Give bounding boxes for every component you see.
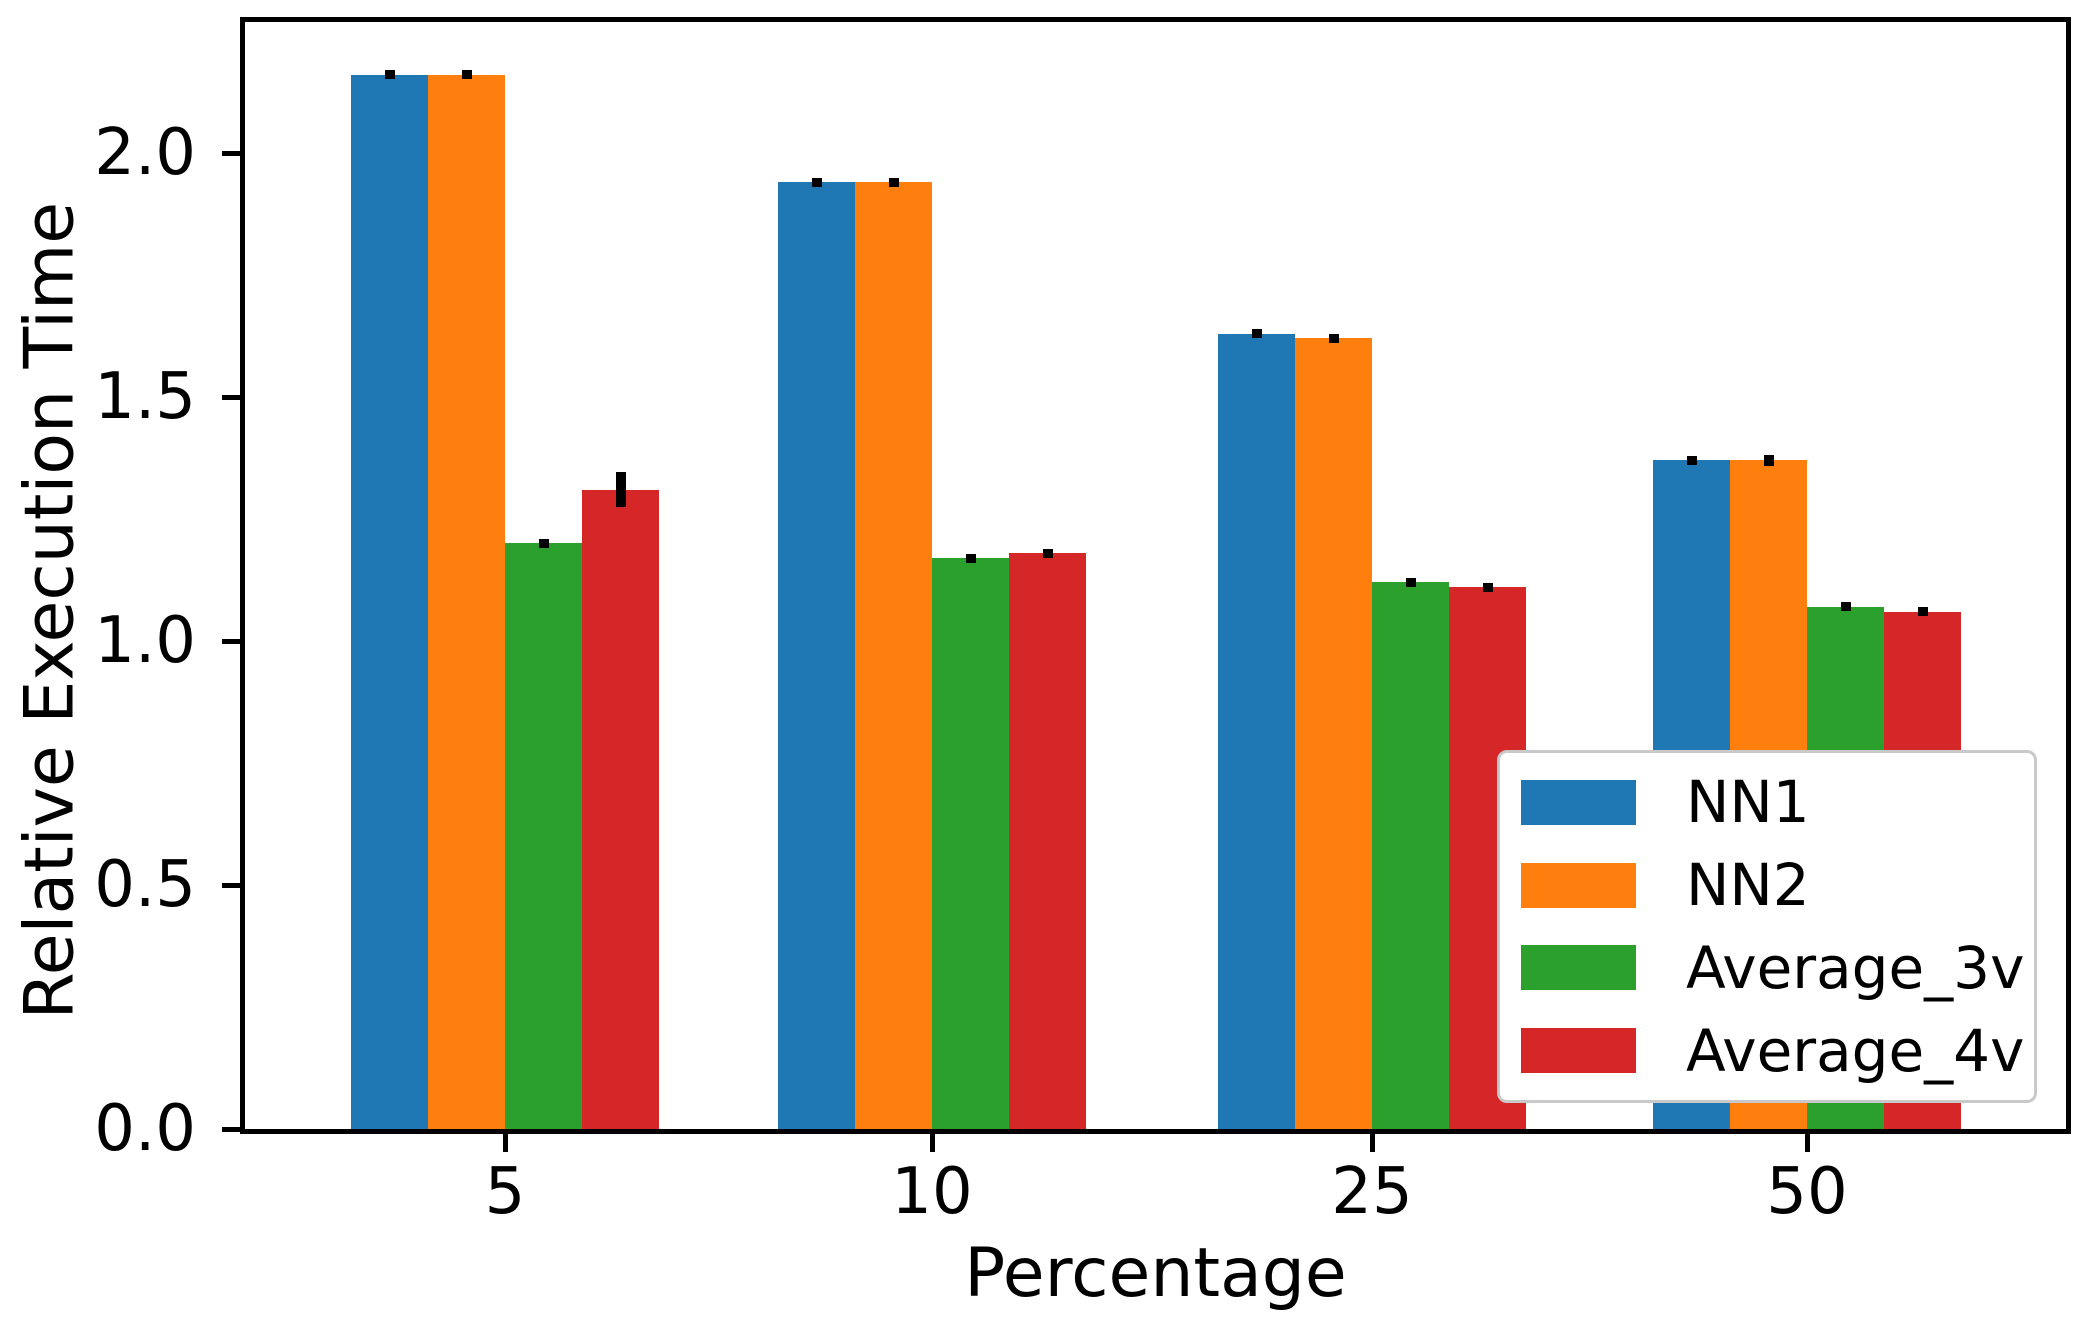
x-tick-mark [503,1134,508,1152]
legend-item-Average_3v: Average_3v [1521,928,2034,1008]
bar-NN1-5 [351,74,428,1129]
y-tick-mark [222,1127,240,1132]
y-tick-mark [222,639,240,644]
error-bar-NN2-50 [1763,454,1774,467]
legend-item-NN1: NN1 [1521,762,2034,842]
legend-label: NN1 [1686,768,1810,837]
bar-Average_3v-5 [505,543,582,1129]
legend-swatch-NN2 [1521,862,1636,908]
legend-swatch-Average_4v [1521,1028,1636,1074]
bar-Average_3v-25 [1372,582,1449,1129]
error-bar-Average_3v-25 [1405,577,1416,587]
error-bar-NN2-25 [1328,333,1339,344]
error-bar-Average_4v-5 [615,472,626,508]
y-tick-label: 1.0 [94,604,196,678]
x-tick-mark [1370,1134,1375,1152]
bar-NN2-5 [428,74,505,1129]
bar-Average_3v-10 [932,558,1009,1129]
error-bar-Average_3v-5 [538,538,549,548]
y-tick-mark [222,883,240,888]
error-bar-NN2-10 [888,177,899,187]
bar-NN2-10 [855,182,932,1129]
bar-NN2-25 [1295,338,1372,1129]
y-tick-mark [222,395,240,400]
error-bar-Average_4v-25 [1482,582,1493,592]
y-tick-mark [222,151,240,156]
legend-item-Average_4v: Average_4v [1521,1011,2034,1091]
error-bar-Average_3v-10 [965,553,976,563]
legend-item-NN2: NN2 [1521,845,2034,925]
error-bar-NN2-5 [461,70,472,80]
error-bar-NN1-5 [384,70,395,80]
error-bar-NN1-25 [1251,329,1262,339]
legend-swatch-Average_3v [1521,945,1636,991]
legend-label: NN2 [1686,851,1810,920]
y-tick-label: 0.5 [94,848,196,922]
x-tick-label: 25 [1331,1155,1413,1229]
error-bar-NN1-10 [811,177,822,187]
error-bar-NN1-50 [1686,455,1697,465]
x-tick-mark [1805,1134,1810,1152]
bar-NN1-25 [1218,333,1295,1129]
legend: NN1 NN2 Average_3v Average_4v [1497,750,2037,1103]
bar-Average_4v-10 [1009,553,1086,1129]
error-bar-Average_4v-50 [1917,607,1928,617]
x-tick-label: 5 [484,1155,526,1229]
y-tick-label: 2.0 [94,116,196,190]
bar-NN1-10 [778,182,855,1129]
x-tick-mark [930,1134,935,1152]
legend-label: Average_3v [1686,933,2025,1002]
x-tick-label: 10 [891,1155,973,1229]
legend-label: Average_4v [1686,1016,2025,1085]
error-bar-Average_3v-50 [1840,602,1851,612]
x-tick-label: 50 [1766,1155,1848,1229]
bar-Average_4v-5 [582,489,659,1129]
error-bar-Average_4v-10 [1042,548,1053,558]
y-tick-label: 0.0 [94,1092,196,1166]
legend-swatch-NN1 [1521,779,1636,825]
x-axis-title: Percentage [964,1234,1347,1313]
y-tick-label: 1.5 [94,360,196,434]
